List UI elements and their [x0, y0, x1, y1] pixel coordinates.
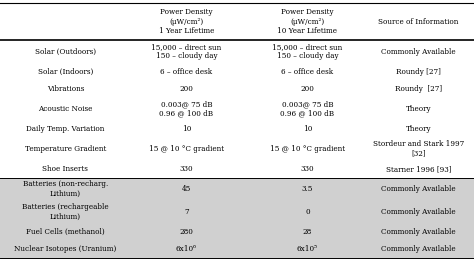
Text: 0.003@ 75 dB
0.96 @ 100 dB: 0.003@ 75 dB 0.96 @ 100 dB — [159, 100, 213, 118]
Text: Power Density
(μW/cm²)
1 Year Lifetime: Power Density (μW/cm²) 1 Year Lifetime — [159, 8, 214, 35]
Bar — [0, 200, 474, 223]
Text: Roundy [27]: Roundy [27] — [396, 68, 441, 76]
Text: 330: 330 — [301, 165, 314, 173]
Text: Acoustic Noise: Acoustic Noise — [38, 105, 92, 113]
Text: Commonly Available: Commonly Available — [381, 245, 456, 253]
Text: 6x10⁵: 6x10⁵ — [297, 245, 318, 253]
Text: 10: 10 — [182, 125, 191, 133]
Text: Starner 1996 [93]: Starner 1996 [93] — [386, 165, 451, 173]
Text: 15 @ 10 °C gradient: 15 @ 10 °C gradient — [149, 145, 224, 153]
Text: 28: 28 — [303, 228, 312, 236]
Text: 200: 200 — [301, 85, 314, 93]
Text: Batteries (non-recharg.
Lithium): Batteries (non-recharg. Lithium) — [23, 180, 108, 198]
Text: Shoe Inserts: Shoe Inserts — [42, 165, 88, 173]
Text: 15,000 – direct sun
150 – cloudy day: 15,000 – direct sun 150 – cloudy day — [272, 43, 343, 60]
Text: Solar (Outdoors): Solar (Outdoors) — [35, 48, 96, 56]
Text: 15 @ 10 °C gradient: 15 @ 10 °C gradient — [270, 145, 345, 153]
Text: Theory: Theory — [406, 125, 431, 133]
Text: Commonly Available: Commonly Available — [381, 185, 456, 193]
Text: Solar (Indoors): Solar (Indoors) — [37, 68, 93, 76]
Text: Commonly Available: Commonly Available — [381, 228, 456, 236]
Text: 0.003@ 75 dB
0.96 @ 100 dB: 0.003@ 75 dB 0.96 @ 100 dB — [280, 100, 335, 118]
Text: 6x10⁶: 6x10⁶ — [176, 245, 197, 253]
Bar — [0, 223, 474, 240]
Bar — [0, 178, 474, 200]
Text: Source of Information: Source of Information — [378, 18, 459, 26]
Text: Theory: Theory — [406, 105, 431, 113]
Bar — [0, 3, 474, 40]
Bar — [0, 240, 474, 258]
Text: Vibrations: Vibrations — [46, 85, 84, 93]
Text: Nuclear Isotopes (Uranium): Nuclear Isotopes (Uranium) — [14, 245, 117, 253]
Text: 3.5: 3.5 — [302, 185, 313, 193]
Text: Commonly Available: Commonly Available — [381, 208, 456, 216]
Text: Fuel Cells (methanol): Fuel Cells (methanol) — [26, 228, 105, 236]
Text: 45: 45 — [182, 185, 191, 193]
Text: Commonly Available: Commonly Available — [381, 48, 456, 56]
Text: Temperature Gradient: Temperature Gradient — [25, 145, 106, 153]
Text: 6 – office desk: 6 – office desk — [282, 68, 334, 76]
Text: Power Density
(μW/cm²)
10 Year Lifetime: Power Density (μW/cm²) 10 Year Lifetime — [277, 8, 337, 35]
Text: 6 – office desk: 6 – office desk — [160, 68, 212, 76]
Text: Roundy  [27]: Roundy [27] — [395, 85, 442, 93]
Text: Stordeur and Stark 1997
[32]: Stordeur and Stark 1997 [32] — [373, 140, 464, 158]
Text: Batteries (rechargeable
Lithium): Batteries (rechargeable Lithium) — [22, 203, 109, 220]
Text: 0: 0 — [305, 208, 310, 216]
Text: Daily Temp. Variation: Daily Temp. Variation — [26, 125, 104, 133]
Text: 15,000 – direct sun
150 – cloudy day: 15,000 – direct sun 150 – cloudy day — [151, 43, 221, 60]
Text: 330: 330 — [180, 165, 193, 173]
Text: 200: 200 — [180, 85, 193, 93]
Text: 7: 7 — [184, 208, 189, 216]
Text: 280: 280 — [180, 228, 193, 236]
Text: 10: 10 — [303, 125, 312, 133]
